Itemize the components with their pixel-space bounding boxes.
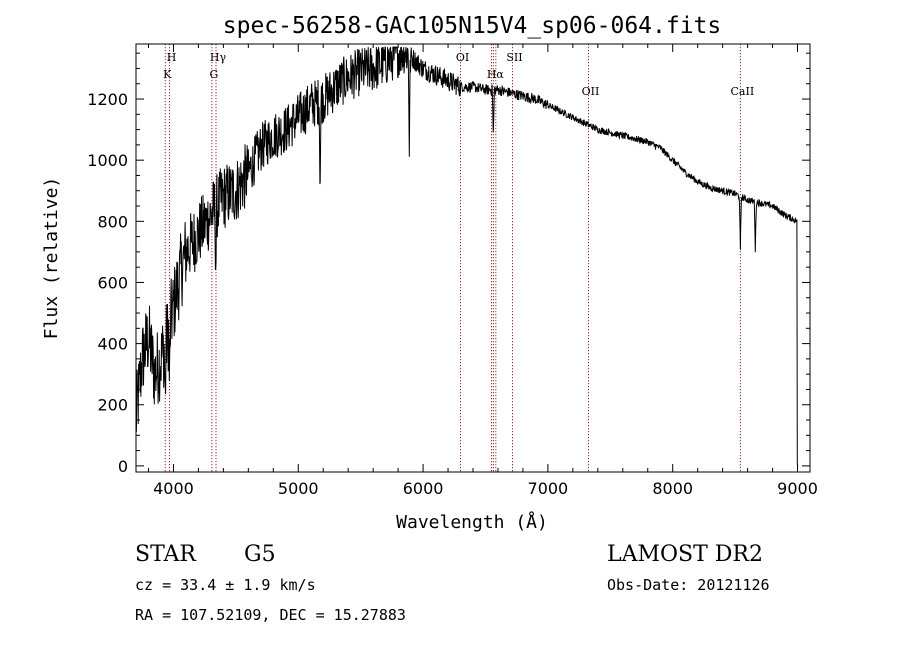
x-tick-label: 6000 — [403, 479, 444, 498]
redshift-text: cz = 33.4 ± 1.9 km/s — [135, 576, 316, 594]
y-tick-label: 800 — [97, 212, 128, 231]
reference-line-label: G — [209, 68, 218, 81]
plot-frame — [135, 43, 811, 473]
x-tick-label: 9000 — [777, 479, 818, 498]
reference-line-label: SII — [506, 51, 522, 64]
x-tick-label: 8000 — [652, 479, 693, 498]
chart-title: spec-56258-GAC105N15V4_sp06-064.fits — [223, 13, 722, 39]
y-tick-label: 1000 — [87, 151, 128, 170]
reference-line-label: H — [167, 51, 177, 64]
object-subclass: G5 — [244, 542, 276, 567]
x-axis-ticks: 4000 5000 6000 7000 8000 9000 — [147, 44, 818, 498]
x-tick-label: 4000 — [153, 479, 194, 498]
reference-line-label: OI — [456, 51, 469, 64]
y-tick-label: 600 — [97, 273, 128, 292]
y-tick-label: 400 — [97, 335, 128, 354]
reference-line-label: OII — [582, 85, 600, 98]
obs-date-text: Obs-Date: 20121126 — [607, 576, 770, 594]
survey-name: LAMOST DR2 — [607, 542, 763, 567]
x-axis-label: Wavelength (Å) — [396, 511, 548, 533]
y-tick-label: 0 — [118, 457, 128, 476]
y-tick-label: 1200 — [87, 90, 128, 109]
y-axis-label: Flux (relative) — [41, 177, 62, 340]
y-tick-label: 200 — [97, 396, 128, 415]
x-tick-label: 7000 — [528, 479, 569, 498]
spectrum-line — [135, 46, 798, 465]
x-tick-label: 5000 — [278, 479, 319, 498]
reference-line-label: CaII — [731, 85, 755, 98]
object-class: STAR — [135, 542, 197, 567]
y-axis-ticks: 0 200 400 600 800 1000 1200 — [87, 52, 810, 476]
coords-text: RA = 107.52109, DEC = 15.27883 — [135, 606, 406, 624]
reference-line-label: Hγ — [210, 51, 227, 64]
reference-line-label: K — [163, 68, 172, 81]
